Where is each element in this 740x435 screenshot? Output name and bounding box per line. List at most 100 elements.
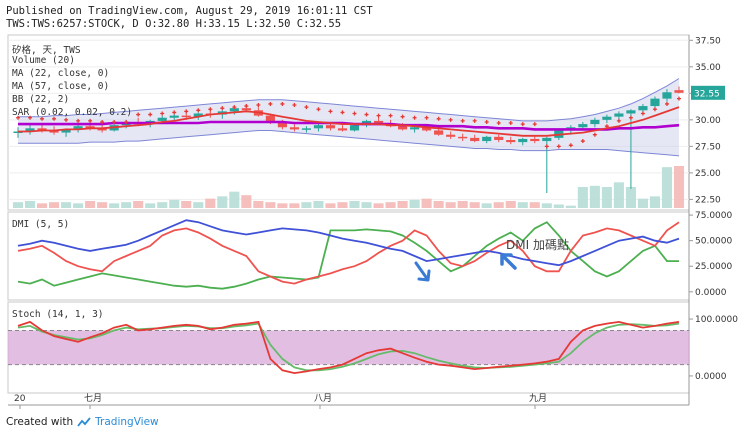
volume-bar [529,202,540,208]
price-label-ma22: MA (22, close, 0) [12,68,110,79]
volume-bar [24,201,36,208]
price-label-sar: SAR (0.02, 0.02, 0.2) [12,107,133,118]
dmi-tick-label: 0.0000 [695,288,727,298]
sar-marker [184,109,189,114]
footer: Created with TradingView [6,416,159,428]
sar-marker [364,112,369,117]
volume-bar [673,166,685,208]
volume-bar [97,202,108,208]
candle-body [373,120,384,124]
dmi-annotation-arrow-left [414,261,431,282]
price-tick-label: 35.00 [695,63,721,73]
sar-marker [76,118,81,123]
volume-bar [481,203,492,208]
sar-marker [592,132,597,137]
volume-bar [553,204,564,208]
candle-body [650,98,660,107]
volume-bar [325,203,336,208]
volume-bar [73,203,84,208]
volume-bar [469,202,480,208]
candle-body [542,137,552,142]
sar-marker [544,144,549,149]
stoch-tick-label: 100.0000 [695,315,738,325]
sar-marker [64,117,69,122]
volume-bar [85,201,96,208]
sar-marker [52,116,57,121]
candle-body [482,136,492,142]
time-tick-label: 七月 [84,393,102,404]
sar-marker [208,107,213,112]
pane-frame-1 [7,211,690,301]
candle-body [337,128,348,131]
sar-marker [412,115,417,120]
sar-marker [160,111,165,116]
dmi-tick-label: 25.0000 [695,262,732,272]
volume-bar [361,202,372,208]
candle-body [590,119,600,125]
sar-marker [220,106,225,111]
volume-bar [109,203,120,208]
sar-marker [496,121,501,126]
volume-bar [157,202,168,208]
dmi-tick-label: 75.0000 [695,211,732,221]
sar-marker [472,118,477,123]
time-tick-label: 九月 [529,393,547,404]
candle-body [181,115,191,118]
candle-body [61,129,71,133]
candle-body [241,108,251,111]
price-label-bb: BB (22, 2) [12,94,70,105]
volume-bar [421,198,432,208]
candle-body [301,128,312,130]
candle-body [25,128,35,132]
volume-bar [133,201,144,208]
sar-marker [508,121,513,126]
footer-created-with: Created with [6,416,74,428]
volume-bar [493,202,504,208]
sar-marker [244,104,249,109]
volume-bar [517,202,528,208]
volume-bar [36,203,48,208]
stoch-d-line [17,322,680,372]
price-tick-label: 22.50 [695,195,721,205]
sar-marker [280,101,285,106]
bollinger-upper-line [18,78,680,122]
price-label-symbol: 矽格, 天, TWS [12,45,81,56]
candle-body [410,127,420,130]
candle-body [578,124,588,128]
stoch-tick-label: 0.0000 [695,372,727,382]
adx-line [17,219,680,267]
candle-body [289,127,299,130]
volume-bar [445,202,456,208]
candle-body [602,116,612,120]
sar-marker [628,115,633,120]
sar-marker [460,118,465,123]
volume-bar [541,203,552,208]
volume-bar [397,201,408,208]
sar-marker [100,119,105,124]
candle-body [530,138,540,142]
sar-marker [292,103,297,107]
volume-bar [169,199,180,208]
time-tick-label: 20 [14,394,26,404]
sar-marker [88,118,93,123]
candle-body [265,115,275,122]
volume-bar [649,196,661,208]
candle-body [674,90,684,93]
stoch-k-line [17,320,680,375]
sar-marker [172,110,177,115]
footer-brand[interactable]: TradingView [95,416,159,428]
candle-body [277,121,287,128]
volume-bar [373,203,384,208]
price-label-ma57: MA (57, close, 0) [12,81,110,92]
volume-bar [661,167,673,208]
candle-body [73,126,83,130]
volume-bar [349,201,360,208]
sar-marker [376,113,381,118]
dmi-label: DMI (5, 5) [12,219,70,230]
volume-bar [265,202,276,208]
sar-marker [268,101,273,106]
sar-marker [568,143,573,148]
last-price-label: 32.55 [694,89,720,99]
volume-bar [589,185,600,208]
